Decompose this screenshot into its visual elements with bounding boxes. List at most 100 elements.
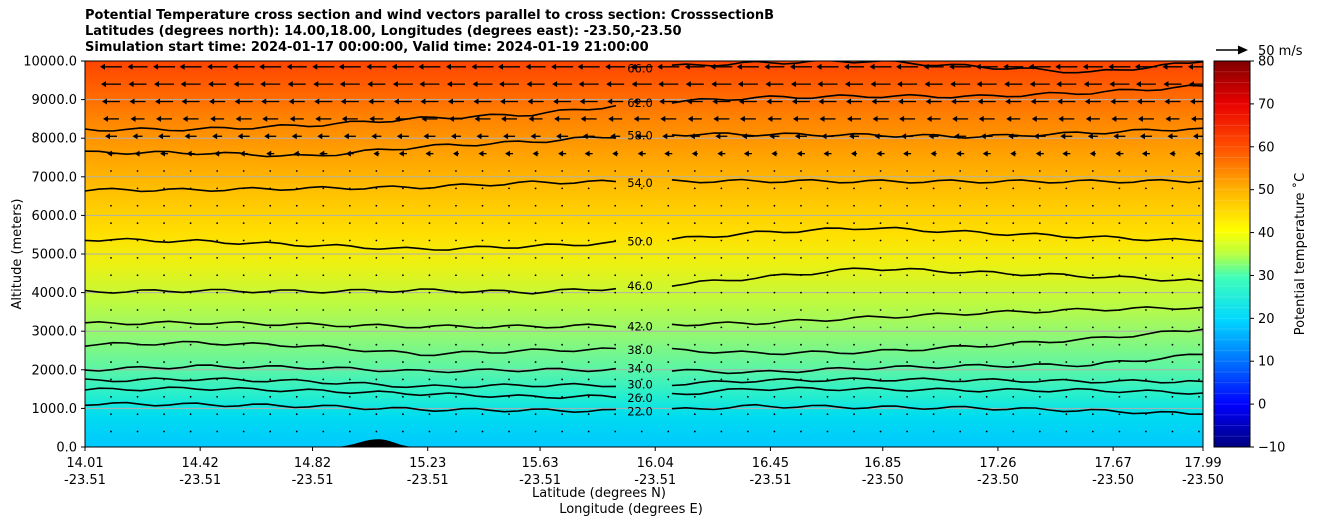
wind-vector-calm	[640, 204, 643, 207]
wind-vector-calm	[322, 326, 325, 329]
wind-vector-head	[107, 150, 112, 157]
wind-vector-calm	[508, 430, 510, 433]
wind-vector-head	[392, 81, 398, 88]
wind-vector-calm	[269, 291, 272, 294]
wind-vector-calm	[242, 204, 245, 207]
wind-vector-head	[870, 81, 876, 88]
wind-vector-calm	[110, 395, 112, 398]
wind-vector-head	[871, 98, 877, 105]
wind-vector-calm	[959, 430, 962, 433]
wind-vector-calm	[110, 239, 112, 242]
wind-vector-calm	[322, 291, 325, 294]
wind-vector-head	[1189, 81, 1194, 88]
wind-vector-calm	[269, 239, 272, 242]
colorbar-label: Potential temperature ˚C	[1292, 173, 1308, 336]
wind-vector-head	[1062, 150, 1068, 157]
wind-vector-calm	[853, 326, 855, 329]
wind-vector-calm	[189, 239, 192, 242]
wind-vector-calm	[216, 170, 219, 172]
wind-vector-calm	[348, 309, 351, 311]
x-axis-ticks: 14.01 -23.51 14.42 -23.51 14.82 -23.51 15.23 -2…	[64, 447, 1224, 488]
wind-vector-calm	[163, 204, 165, 207]
wind-vector-head	[1089, 150, 1095, 157]
wind-vector-head	[1113, 133, 1119, 140]
wind-vector-calm	[773, 187, 776, 190]
wind-vector-head	[607, 98, 613, 105]
contour-line	[671, 61, 1203, 74]
wind-vector-calm	[534, 170, 537, 172]
wind-vector-head	[1057, 98, 1063, 105]
wind-vector-calm	[375, 222, 378, 225]
colorbar-tick-label: 70	[1258, 97, 1275, 112]
wind-vector-calm	[1171, 256, 1174, 259]
wind-vector-head	[180, 81, 186, 88]
wind-vector-calm	[800, 239, 802, 242]
chart-title: Potential Temperature cross section and …	[85, 8, 774, 56]
wind-vector-calm	[242, 361, 245, 363]
wind-vector-head	[530, 133, 536, 140]
wind-vector-calm	[879, 291, 882, 294]
wind-vector-calm	[1038, 256, 1041, 259]
wind-vector-calm	[720, 170, 723, 172]
wind-vector-calm	[561, 187, 564, 190]
wind-vector-head	[391, 63, 397, 70]
y-axis-ticks: 0.0 1000.0 2000.0 3000.0 4000.0 5000.0 6000.0 7…	[23, 55, 85, 456]
wind-vector-calm	[826, 430, 829, 433]
wind-vector-calm	[693, 291, 696, 294]
wind-vector-calm	[534, 413, 537, 416]
wind-reference-label: 50 m/s	[1258, 44, 1303, 59]
wind-vector-calm	[640, 291, 643, 294]
wind-vector-head	[235, 115, 241, 122]
wind-vector-calm	[826, 413, 829, 416]
wind-vector-head	[1162, 63, 1168, 70]
wind-vector-calm	[853, 413, 855, 416]
wind-vector-calm	[1065, 291, 1068, 294]
wind-vector-calm	[508, 222, 510, 225]
wind-vector-calm	[534, 239, 537, 242]
contour-line	[85, 179, 617, 193]
wind-vector-calm	[216, 395, 219, 398]
x-axis-label-2: Longitude (degrees E)	[559, 502, 703, 517]
x-tick-lon: -23.50	[977, 473, 1019, 488]
colorbar-bands	[1214, 71, 1250, 437]
wind-vector-calm	[587, 395, 590, 398]
wind-vector-head	[132, 133, 138, 140]
wind-vector-head	[1028, 63, 1034, 70]
wind-vector-calm	[906, 274, 908, 277]
wind-vector-head	[1139, 133, 1145, 140]
wind-vector-calm	[295, 361, 298, 363]
wind-vector-calm	[322, 378, 325, 381]
wind-vector-calm	[693, 343, 696, 346]
wind-vector-head	[658, 81, 664, 88]
x-tick-lat: 15.63	[521, 456, 558, 471]
wind-vector-head	[849, 133, 855, 140]
wind-vector-calm	[1091, 204, 1094, 207]
wind-vector-calm	[322, 239, 325, 242]
wind-vector-calm	[693, 274, 696, 277]
wind-vector-calm	[1091, 343, 1094, 346]
wind-vector-head	[899, 115, 905, 122]
wind-vector-calm	[1038, 378, 1041, 381]
terrain	[332, 439, 418, 447]
wind-vector-calm	[136, 291, 139, 294]
wind-vector-calm	[375, 395, 378, 398]
wind-vector-calm	[640, 430, 643, 433]
wind-vector-calm	[189, 395, 192, 398]
wind-vector-calm	[826, 274, 829, 277]
wind-vector-calm	[1038, 204, 1041, 207]
wind-vector-calm	[508, 170, 510, 172]
colorbar-tick-label: 10	[1258, 355, 1275, 370]
wind-vector-head	[153, 63, 159, 70]
wind-vector-head	[289, 115, 295, 122]
wind-vector-calm	[110, 291, 112, 294]
wind-vector-calm	[773, 274, 776, 277]
wind-vector-head	[578, 81, 584, 88]
wind-vector-calm	[773, 361, 776, 363]
wind-vector-head	[737, 81, 743, 88]
wind-vector-head	[982, 150, 988, 157]
contour-line	[671, 328, 1203, 356]
wind-vector-head	[923, 63, 929, 70]
wind-vector-calm	[216, 256, 219, 259]
wind-vector-calm	[189, 378, 192, 381]
wind-vector-calm	[269, 309, 272, 311]
